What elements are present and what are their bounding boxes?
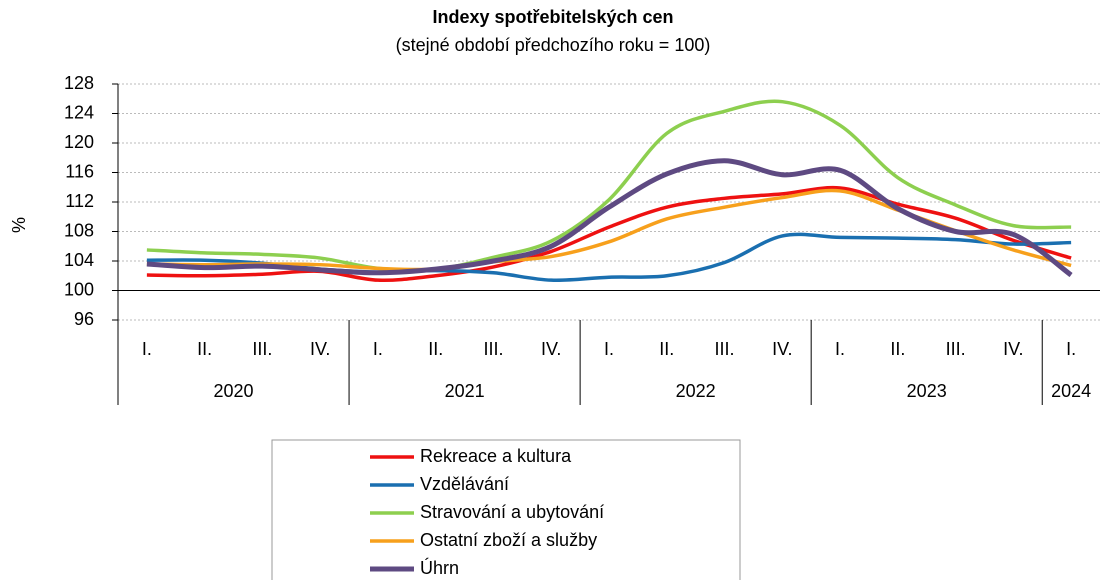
y-tick-label: 116: [65, 161, 94, 181]
series-line: [146, 188, 1072, 272]
x-group-label: 2023: [907, 381, 947, 401]
series-line: [146, 185, 1072, 283]
x-tick-label: II.: [428, 339, 443, 359]
legend-box: [271, 439, 741, 580]
y-tick-label: 128: [64, 73, 94, 93]
y-axis-label: %: [9, 217, 29, 233]
x-group-label: 2024: [1051, 381, 1091, 401]
y-tick-label: 100: [64, 279, 94, 299]
x-group-label: 2021: [445, 381, 485, 401]
x-tick-label: II.: [659, 339, 674, 359]
x-tick-label: III.: [483, 339, 503, 359]
chart-title: Indexy spotřebitelských cen: [432, 7, 673, 27]
y-tick-label: 96: [74, 309, 94, 329]
chart-subtitle: (stejné období předchozího roku = 100): [396, 35, 711, 55]
legend-label: Ostatní zboží a služby: [420, 530, 597, 550]
y-tick-label: 108: [64, 220, 94, 240]
legend-label: Vzdělávání: [420, 474, 509, 494]
legend-label: Rekreace a kultura: [420, 446, 572, 466]
x-group-label: 2020: [214, 381, 254, 401]
y-tick-label: 120: [64, 132, 94, 152]
x-tick-label: IV.: [310, 339, 330, 359]
x-tick-label: IV.: [772, 339, 792, 359]
x-tick-label: I.: [604, 339, 614, 359]
x-tick-label: I.: [373, 339, 383, 359]
x-tick-label: III.: [252, 339, 272, 359]
series-line: [146, 158, 1073, 278]
x-tick-label: I.: [835, 339, 845, 359]
legend-label: Stravování a ubytování: [420, 502, 604, 522]
series-line: [146, 99, 1072, 272]
x-tick-label: I.: [1066, 339, 1076, 359]
x-group-label: 2022: [676, 381, 716, 401]
y-tick-label: 104: [64, 250, 94, 270]
y-tick-label: 124: [64, 102, 94, 122]
x-tick-label: IV.: [1003, 339, 1023, 359]
x-tick-label: III.: [715, 339, 735, 359]
x-tick-label: I.: [142, 339, 152, 359]
y-tick-label: 112: [65, 191, 94, 211]
x-tick-label: II.: [197, 339, 212, 359]
x-tick-label: III.: [946, 339, 966, 359]
x-tick-label: II.: [890, 339, 905, 359]
x-tick-label: IV.: [541, 339, 561, 359]
legend-label: Úhrn: [420, 557, 459, 578]
